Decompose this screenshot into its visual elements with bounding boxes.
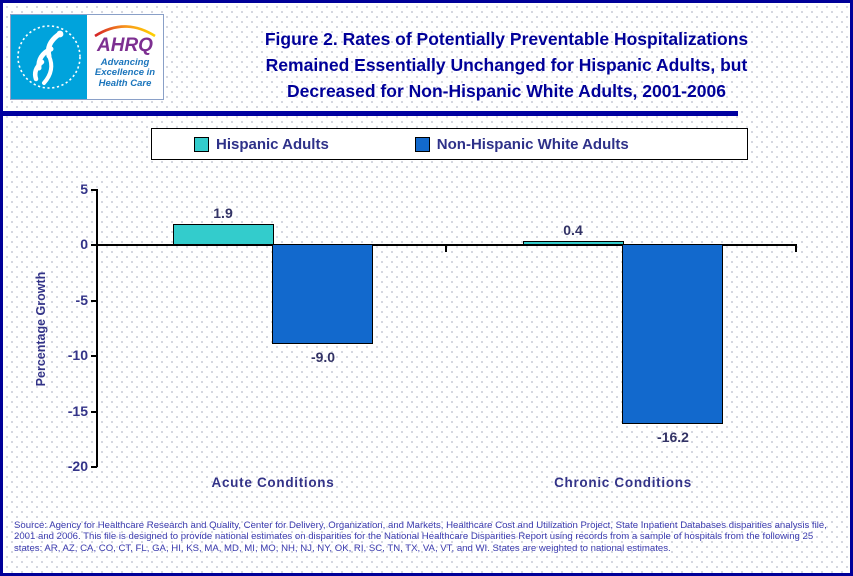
ahrq-logo: AHRQ Advancing Excellence in Health Care [10, 14, 164, 100]
category-axis-tick [795, 245, 797, 252]
y-tick [91, 466, 97, 468]
value-label-non-hispanic-white-adults-acute-conditions: -9.0 [310, 348, 336, 365]
y-tick [91, 244, 97, 246]
y-tick-label: 5 [80, 180, 88, 197]
category-label-acute-conditions: Acute Conditions [211, 475, 335, 490]
legend-item-non-hispanic-white-adults: Non-Hispanic White Adults [414, 135, 629, 153]
y-tick [91, 355, 97, 357]
ahrq-acronym: AHRQ [97, 34, 153, 56]
value-label-hispanic-adults-acute-conditions: 1.9 [213, 204, 233, 221]
y-tick [91, 188, 97, 191]
y-axis-title: Percentage Growth [34, 271, 48, 387]
category-label-chronic-conditions: Chronic Conditions [554, 475, 692, 490]
zero-line [97, 244, 797, 246]
bar-non-hispanic-white-adults-chronic-conditions [622, 244, 723, 424]
hhs-seal-icon [11, 15, 87, 99]
y-axis-line [96, 189, 98, 467]
header-divider [0, 111, 738, 116]
figure-title: Figure 2. Rates of Potentially Preventab… [264, 29, 749, 101]
y-tick-label: -20 [67, 458, 88, 474]
legend-label: Non-Hispanic White Adults [436, 135, 629, 153]
y-tick-label: -15 [67, 402, 88, 419]
y-tick-label: -5 [75, 291, 88, 308]
bar-hispanic-adults-acute-conditions [173, 223, 274, 245]
y-tick-label: -10 [67, 347, 88, 363]
rainbow-arc-icon [94, 25, 156, 37]
legend-swatch-icon [194, 136, 209, 152]
y-tick [91, 299, 97, 302]
source-note: Source: Agency for Healthcare Research a… [14, 520, 827, 554]
legend-label: Hispanic Adults [216, 135, 329, 153]
bar-hispanic-adults-chronic-conditions [523, 240, 624, 245]
value-label-hispanic-adults-chronic-conditions: 0.4 [563, 221, 583, 238]
y-tick [91, 410, 97, 413]
bar-non-hispanic-white-adults-acute-conditions [272, 244, 373, 344]
legend-item-hispanic-adults: Hispanic Adults [194, 136, 329, 153]
ahrq-tagline: Advancing Excellence in Health Care [94, 56, 156, 89]
ahrq-wordmark: AHRQ Advancing Excellence in Health Care [87, 15, 163, 99]
chart-legend: Hispanic Adults Non-Hispanic White Adults [151, 128, 748, 160]
y-tick-label: 0 [80, 236, 88, 252]
category-axis-tick [445, 245, 447, 252]
legend-swatch-icon [414, 136, 430, 152]
value-label-non-hispanic-white-adults-chronic-conditions: -16.2 [657, 428, 689, 445]
